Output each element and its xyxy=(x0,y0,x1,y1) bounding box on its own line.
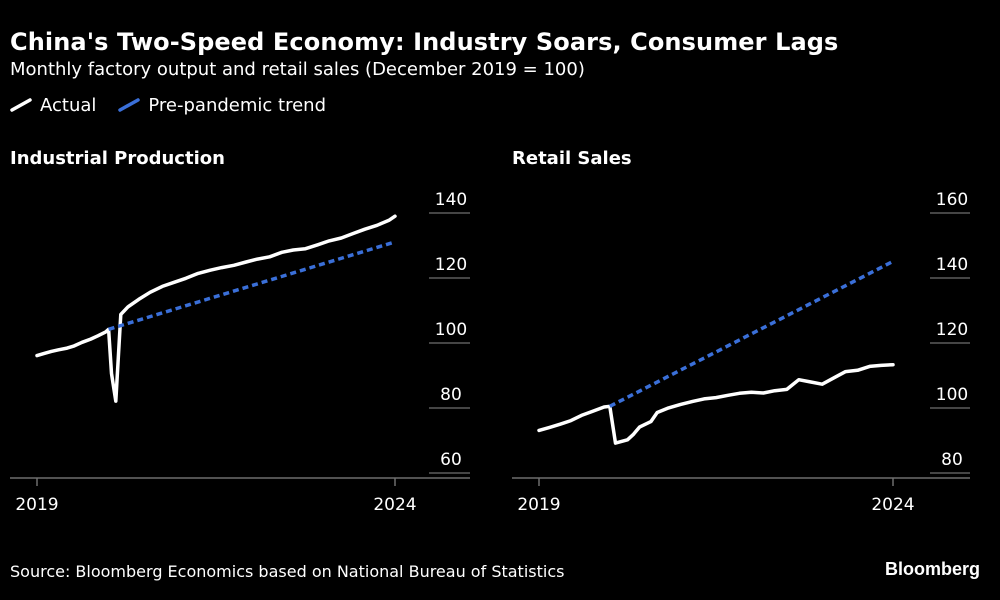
y-tick-label-retail-120: 120 xyxy=(936,320,968,340)
y-tick-label-retail-140: 140 xyxy=(936,255,968,275)
legend-item-actual: Actual xyxy=(10,95,96,116)
trend-line-industrial xyxy=(108,240,396,331)
actual-line-retail xyxy=(537,362,895,445)
legend-label-trend: Pre-pandemic trend xyxy=(148,94,326,116)
legend-swatch-actual xyxy=(10,98,32,112)
x-tick-label-industrial-2019: 2019 xyxy=(15,495,58,515)
y-tick-label-retail-80: 80 xyxy=(941,450,963,470)
legend-swatch-trend xyxy=(118,98,141,112)
y-tick-label-retail-100: 100 xyxy=(936,385,968,405)
y-tick-label-industrial-140: 140 xyxy=(435,190,467,210)
bloomberg-logo: Bloomberg xyxy=(884,559,980,579)
panel-title-retail-sales: Retail Sales xyxy=(512,148,632,169)
actual-line-industrial xyxy=(35,214,397,403)
source-note: Source: Bloomberg Economics based on Nat… xyxy=(10,562,565,581)
y-tick-label-industrial-60: 60 xyxy=(440,450,462,470)
x-tick-label-retail-2019: 2019 xyxy=(517,495,560,515)
x-tick-label-retail-2024: 2024 xyxy=(871,495,914,515)
panel-title-industrial-production: Industrial Production xyxy=(10,148,225,169)
y-tick-label-retail-160: 160 xyxy=(936,190,968,210)
legend-label-actual: Actual xyxy=(40,94,97,116)
chart-title: China's Two-Speed Economy: Industry Soar… xyxy=(10,28,839,56)
y-tick-label-industrial-100: 100 xyxy=(435,320,467,340)
chart-subtitle: Monthly factory output and retail sales … xyxy=(10,59,585,80)
trend-line-retail xyxy=(609,259,894,408)
legend-item-trend: Pre-pandemic trend xyxy=(118,95,326,116)
y-tick-label-industrial-80: 80 xyxy=(440,385,462,405)
legend: Actual Pre-pandemic trend xyxy=(10,94,348,116)
x-tick-label-industrial-2024: 2024 xyxy=(373,495,416,515)
y-tick-label-industrial-120: 120 xyxy=(435,255,467,275)
